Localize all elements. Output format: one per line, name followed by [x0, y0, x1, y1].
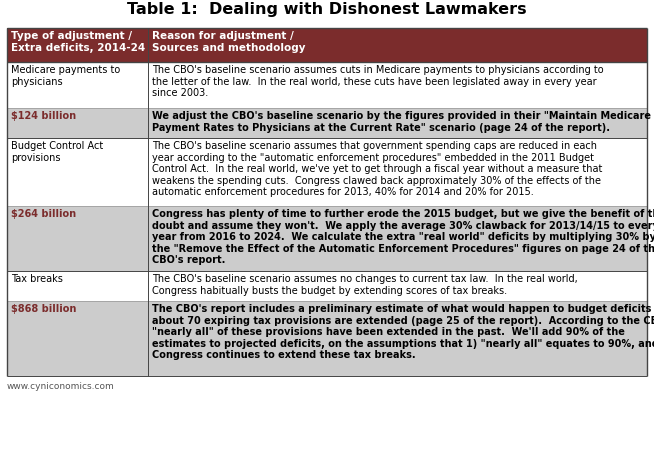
Text: Reason for adjustment /
Sources and methodology: Reason for adjustment / Sources and meth… — [152, 31, 305, 53]
Bar — [148, 108, 647, 138]
Bar — [7, 138, 148, 206]
Bar — [7, 271, 148, 301]
Bar — [7, 301, 148, 376]
Bar — [148, 28, 647, 62]
Text: www.cyniconomics.com: www.cyniconomics.com — [7, 382, 114, 391]
Text: Medicare payments to
physicians: Medicare payments to physicians — [11, 65, 120, 87]
Bar — [148, 206, 647, 271]
Bar — [148, 301, 647, 376]
Text: The CBO's baseline scenario assumes cuts in Medicare payments to physicians acco: The CBO's baseline scenario assumes cuts… — [152, 65, 604, 98]
Text: We adjust the CBO's baseline scenario by the figures provided in their "Maintain: We adjust the CBO's baseline scenario by… — [152, 111, 651, 133]
Text: Type of adjustment /
Extra deficits, 2014-24: Type of adjustment / Extra deficits, 201… — [11, 31, 145, 53]
Bar — [148, 138, 647, 206]
Text: Table 1:  Dealing with Dishonest Lawmakers: Table 1: Dealing with Dishonest Lawmaker… — [127, 2, 527, 17]
Text: The CBO's baseline scenario assumes that government spending caps are reduced in: The CBO's baseline scenario assumes that… — [152, 141, 602, 197]
Text: $264 billion: $264 billion — [11, 209, 76, 219]
Text: $124 billion: $124 billion — [11, 111, 76, 121]
Bar — [148, 271, 647, 301]
Bar — [7, 206, 148, 271]
Bar — [7, 62, 148, 108]
Text: $868 billion: $868 billion — [11, 304, 77, 314]
Text: Budget Control Act
provisions: Budget Control Act provisions — [11, 141, 103, 163]
Text: Congress has plenty of time to further erode the 2015 budget, but we give the be: Congress has plenty of time to further e… — [152, 209, 654, 265]
Bar — [148, 62, 647, 108]
Text: The CBO's report includes a preliminary estimate of what would happen to budget : The CBO's report includes a preliminary … — [152, 304, 654, 360]
Text: The CBO's baseline scenario assumes no changes to current tax law.  In the real : The CBO's baseline scenario assumes no c… — [152, 274, 577, 296]
Bar — [7, 28, 148, 62]
Text: Tax breaks: Tax breaks — [11, 274, 63, 284]
Bar — [7, 108, 148, 138]
